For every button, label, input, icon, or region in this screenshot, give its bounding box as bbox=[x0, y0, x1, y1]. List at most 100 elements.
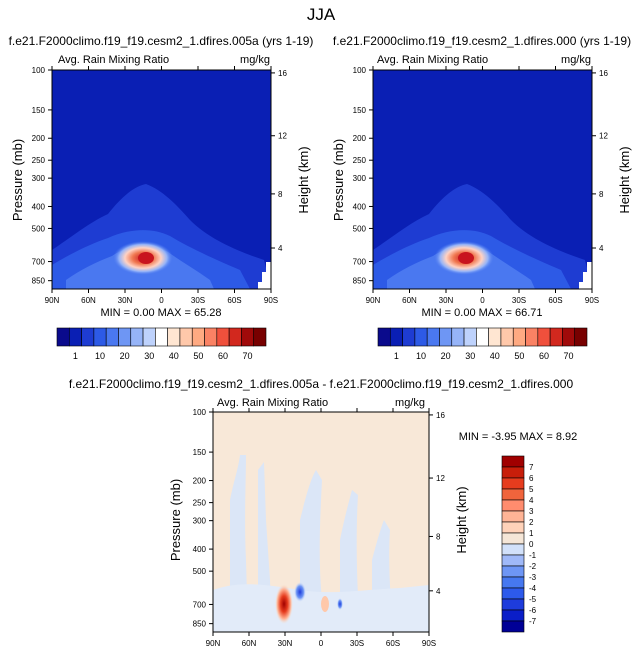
panel-2-plot-area bbox=[372, 69, 593, 290]
colorbar-cell bbox=[501, 565, 525, 578]
colorbar-label: -2 bbox=[529, 562, 537, 571]
x-tick-label: 30S bbox=[350, 639, 364, 648]
y-tick-label: 700 bbox=[193, 600, 207, 609]
colorbar-cell bbox=[228, 327, 242, 347]
colorbar-label: 50 bbox=[514, 351, 524, 361]
colorbar-label: 40 bbox=[169, 351, 179, 361]
colorbar-cell bbox=[549, 327, 563, 347]
y-tick-label: 500 bbox=[353, 224, 367, 233]
panel-2-y2label: Height (km) bbox=[617, 146, 632, 213]
y-tick-label: 850 bbox=[193, 620, 207, 629]
x-tick-label: 30S bbox=[512, 296, 526, 305]
panel-3: f.e21.F2000climo.f19_f19.cesm2_1.dfires.… bbox=[69, 377, 577, 648]
colorbar-cell bbox=[501, 455, 525, 468]
x-tick-label: 90N bbox=[206, 639, 221, 648]
colorbar-cell bbox=[426, 327, 440, 347]
x-tick-label: 90S bbox=[264, 296, 278, 305]
colorbar-cell bbox=[476, 327, 489, 347]
colorbar-cell bbox=[537, 327, 551, 347]
panel-3-min-blob-2 bbox=[337, 598, 343, 610]
y-tick-label: 250 bbox=[32, 156, 46, 165]
x-tick-label: 60S bbox=[227, 296, 241, 305]
colorbar-label: -5 bbox=[529, 595, 537, 604]
colorbar-cell bbox=[501, 543, 525, 556]
x-tick-label: 60N bbox=[242, 639, 257, 648]
colorbar-cell bbox=[179, 327, 193, 347]
x-tick-label: 90N bbox=[366, 296, 381, 305]
colorbar-label: -4 bbox=[529, 584, 537, 593]
colorbar-cell bbox=[501, 620, 525, 633]
x-tick-label: 30S bbox=[191, 296, 205, 305]
colorbar-cell bbox=[93, 327, 107, 347]
colorbar-label: 2 bbox=[529, 518, 534, 527]
colorbar-label: 7 bbox=[529, 463, 534, 472]
colorbar-cell bbox=[191, 327, 205, 347]
panel-3-lower-negative bbox=[213, 584, 429, 632]
colorbar-cell bbox=[81, 327, 95, 347]
colorbar-label: 1 bbox=[529, 529, 534, 538]
colorbar-cell bbox=[130, 327, 144, 347]
colorbar-cell bbox=[501, 532, 525, 545]
colorbar-cell bbox=[463, 327, 477, 347]
y-tick-label: 250 bbox=[193, 499, 207, 508]
colorbar-cell bbox=[574, 327, 588, 347]
y-tick-label: 300 bbox=[32, 174, 46, 183]
colorbar-cell bbox=[414, 327, 428, 347]
panel-3-ylabel: Pressure (mb) bbox=[168, 479, 183, 561]
colorbar-cell bbox=[501, 477, 525, 490]
colorbar-cell bbox=[500, 327, 514, 347]
y-tick-label: 850 bbox=[32, 277, 46, 286]
panel-1-y2label: Height (km) bbox=[296, 146, 311, 213]
colorbar-cell bbox=[118, 327, 132, 347]
colorbar-label: 4 bbox=[529, 496, 534, 505]
colorbar-label: 1 bbox=[73, 351, 78, 361]
colorbar-label: 6 bbox=[529, 474, 534, 483]
colorbar-label: 20 bbox=[441, 351, 451, 361]
y-tick-label: 850 bbox=[353, 277, 367, 286]
x-tick-label: 90S bbox=[585, 296, 599, 305]
y-tick-label: 100 bbox=[353, 66, 367, 75]
panel-3-axes: 90N 60N 30N 0 30S 60S 90S 100 150 200 250 300 400 500… bbox=[193, 408, 445, 648]
colorbar-cell bbox=[501, 609, 525, 622]
colorbar-cell bbox=[389, 327, 403, 347]
colorbar-cell bbox=[501, 554, 525, 567]
colorbar-cell bbox=[216, 327, 230, 347]
y2-tick-label: 12 bbox=[599, 132, 608, 141]
panel-1-colorbar: 1 10 20 30 40 50 60 70 bbox=[56, 327, 267, 361]
panel-2-axes: 90N 60N 30N 0 30S 60S 90S 100 150 200 250 300 400 500… bbox=[353, 66, 608, 305]
colorbar-label: 30 bbox=[144, 351, 154, 361]
x-tick-label: 0 bbox=[319, 639, 324, 648]
x-tick-label: 0 bbox=[159, 296, 164, 305]
y-tick-label: 400 bbox=[353, 202, 367, 211]
x-tick-label: 30N bbox=[118, 296, 133, 305]
colorbar-cell bbox=[501, 598, 525, 611]
y2-tick-label: 16 bbox=[436, 411, 445, 420]
panel-3-right-label: mg/kg bbox=[395, 397, 425, 409]
colorbar-cell bbox=[439, 327, 453, 347]
colorbar-label: 30 bbox=[465, 351, 475, 361]
x-tick-label: 60N bbox=[402, 296, 417, 305]
colorbar-label: 70 bbox=[243, 351, 253, 361]
colorbar-label: 40 bbox=[490, 351, 500, 361]
y2-tick-label: 12 bbox=[278, 132, 287, 141]
y-tick-label: 150 bbox=[193, 448, 207, 457]
y-tick-label: 150 bbox=[32, 106, 46, 115]
colorbar-label: -1 bbox=[529, 551, 537, 560]
y2-tick-label: 16 bbox=[278, 69, 287, 78]
colorbar-label: 10 bbox=[95, 351, 105, 361]
panel-2-max-core bbox=[458, 252, 474, 264]
colorbar-label: 50 bbox=[193, 351, 203, 361]
y-tick-label: 300 bbox=[193, 517, 207, 526]
colorbar-cell bbox=[501, 587, 525, 600]
panel-1-left-label: Avg. Rain Mixing Ratio bbox=[58, 54, 169, 66]
y-tick-label: 300 bbox=[353, 174, 367, 183]
colorbar-cell bbox=[525, 327, 539, 347]
panel-2-title: f.e21.F2000climo.f19_f19.cesm2_1.dfires.… bbox=[333, 34, 631, 48]
y-tick-label: 250 bbox=[353, 156, 367, 165]
colorbar-cell bbox=[562, 327, 576, 347]
y-tick-label: 150 bbox=[353, 106, 367, 115]
panel-1-right-label: mg/kg bbox=[240, 54, 270, 66]
panel-3-max-blob bbox=[275, 584, 293, 624]
colorbar-cell bbox=[253, 327, 267, 347]
